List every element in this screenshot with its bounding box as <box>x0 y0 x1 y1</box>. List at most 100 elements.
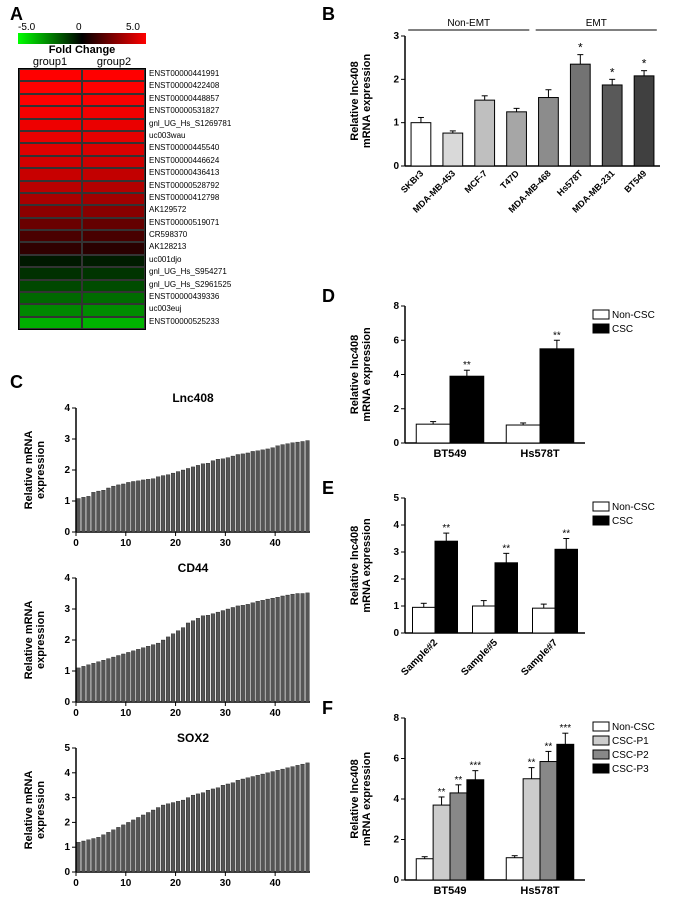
svg-text:CSC-P2: CSC-P2 <box>612 750 649 761</box>
svg-text:CSC-P1: CSC-P1 <box>612 736 649 747</box>
svg-text:EMT: EMT <box>586 18 607 29</box>
gene-label: ENST00000519071 <box>146 217 231 229</box>
heatmap-cell <box>82 267 145 279</box>
heatmap-cell <box>19 218 82 230</box>
svg-text:2: 2 <box>64 465 70 476</box>
svg-text:***: *** <box>559 723 571 734</box>
heatmap-cell <box>82 94 145 106</box>
svg-text:4: 4 <box>64 403 70 414</box>
svg-text:**: ** <box>455 775 463 786</box>
heatmap-cell <box>19 168 82 180</box>
heatmap-cell <box>82 193 145 205</box>
svg-text:CSC: CSC <box>612 516 633 527</box>
svg-text:4: 4 <box>393 520 399 531</box>
svg-text:5: 5 <box>393 493 399 504</box>
svg-text:**: ** <box>545 741 553 752</box>
gene-label: ENST00000448857 <box>146 93 231 105</box>
svg-text:Relative lnc408: Relative lnc408 <box>349 759 361 839</box>
heatmap-cell <box>19 304 82 316</box>
svg-text:40: 40 <box>270 538 282 549</box>
svg-text:CSC-P3: CSC-P3 <box>612 764 649 775</box>
svg-text:3: 3 <box>393 547 399 558</box>
heatmap-cell <box>82 304 145 316</box>
svg-text:0: 0 <box>64 697 70 708</box>
svg-text:MCF-7: MCF-7 <box>463 168 490 195</box>
svg-text:0: 0 <box>64 867 70 878</box>
svg-text:mRNA expression: mRNA expression <box>361 518 373 613</box>
svg-text:0: 0 <box>393 628 399 639</box>
heatmap-cell <box>82 181 145 193</box>
heatmap-cell <box>19 292 82 304</box>
svg-text:4: 4 <box>64 768 70 779</box>
gene-label: uc001djo <box>146 254 231 266</box>
gene-label: ENST00000446624 <box>146 155 231 167</box>
heatmap-cell <box>19 193 82 205</box>
svg-text:Sample#5: Sample#5 <box>459 637 500 678</box>
svg-text:3: 3 <box>64 434 70 445</box>
heatmap-cell <box>82 280 145 292</box>
svg-text:Sample#2: Sample#2 <box>399 637 440 678</box>
svg-text:Non-CSC: Non-CSC <box>612 502 655 513</box>
svg-text:**: ** <box>528 758 536 769</box>
svg-text:2: 2 <box>393 835 399 846</box>
gene-label: uc003wau <box>146 130 231 142</box>
svg-text:0: 0 <box>393 438 399 449</box>
svg-text:8: 8 <box>393 713 399 724</box>
svg-text:1: 1 <box>64 666 70 677</box>
svg-text:Non-EMT: Non-EMT <box>447 18 490 29</box>
panel-b: 0123Relative lnc408mRNA expressionSKBr3M… <box>340 14 670 244</box>
gene-label: gnl_UG_Hs_S1269781 <box>146 118 231 130</box>
heatmap-cell <box>19 181 82 193</box>
svg-text:2: 2 <box>64 817 70 828</box>
svg-text:0: 0 <box>73 708 79 719</box>
svg-text:Hs578T: Hs578T <box>520 448 559 460</box>
panel-a: -5.0 0 5.0 Fold Change group1 group2 ENS… <box>18 22 298 330</box>
svg-text:Non-CSC: Non-CSC <box>612 722 655 733</box>
heatmap-cell <box>82 292 145 304</box>
heatmap-cell <box>19 317 82 329</box>
svg-text:BT549: BT549 <box>433 448 466 460</box>
svg-text:6: 6 <box>393 754 399 765</box>
panel-f: 02468Relative lnc408mRNA expression*****… <box>340 708 670 908</box>
gene-label: CR598370 <box>146 229 231 241</box>
svg-text:SKBr3: SKBr3 <box>399 168 426 195</box>
svg-text:5: 5 <box>64 743 70 754</box>
heatmap-cell <box>82 218 145 230</box>
heatmap-cell <box>82 69 145 81</box>
heatmap-cell <box>19 81 82 93</box>
svg-text:3: 3 <box>393 31 399 42</box>
svg-text:Non-CSC: Non-CSC <box>612 310 655 321</box>
svg-text:Hs578T: Hs578T <box>520 885 559 897</box>
svg-text:1: 1 <box>64 842 70 853</box>
heatmap-cell <box>82 81 145 93</box>
heatmap-cell <box>82 317 145 329</box>
svg-text:Lnc408: Lnc408 <box>172 391 214 405</box>
svg-text:8: 8 <box>393 301 399 312</box>
heatmap-cell <box>82 143 145 155</box>
svg-text:0: 0 <box>73 878 79 889</box>
gene-label: ENST00000436413 <box>146 167 231 179</box>
heatmap-cell <box>19 267 82 279</box>
svg-text:10: 10 <box>120 878 132 889</box>
heatmap-cell <box>19 230 82 242</box>
svg-text:mRNA expression: mRNA expression <box>361 327 373 422</box>
svg-text:CD44: CD44 <box>178 561 209 575</box>
svg-text:3: 3 <box>64 604 70 615</box>
svg-text:*: * <box>610 65 615 79</box>
panel-d-label: D <box>322 286 335 307</box>
svg-text:20: 20 <box>170 878 182 889</box>
gene-label: ENST00000528792 <box>146 180 231 192</box>
svg-text:20: 20 <box>170 708 182 719</box>
heatmap: ENST00000441991ENST00000422408ENST000004… <box>18 68 298 330</box>
panel-e-chart: 012345Relative lnc408mRNA expression**Sa… <box>340 488 670 688</box>
gene-label: gnl_UG_Hs_S954271 <box>146 266 231 278</box>
colorbar-gradient <box>18 33 146 44</box>
svg-text:0: 0 <box>393 875 399 886</box>
svg-text:Relative lnc408: Relative lnc408 <box>349 335 361 415</box>
svg-text:4: 4 <box>393 794 399 805</box>
heatmap-cell <box>82 119 145 131</box>
heatmap-cell <box>82 106 145 118</box>
svg-text:30: 30 <box>220 708 232 719</box>
svg-text:3: 3 <box>64 793 70 804</box>
heatmap-cell <box>82 230 145 242</box>
